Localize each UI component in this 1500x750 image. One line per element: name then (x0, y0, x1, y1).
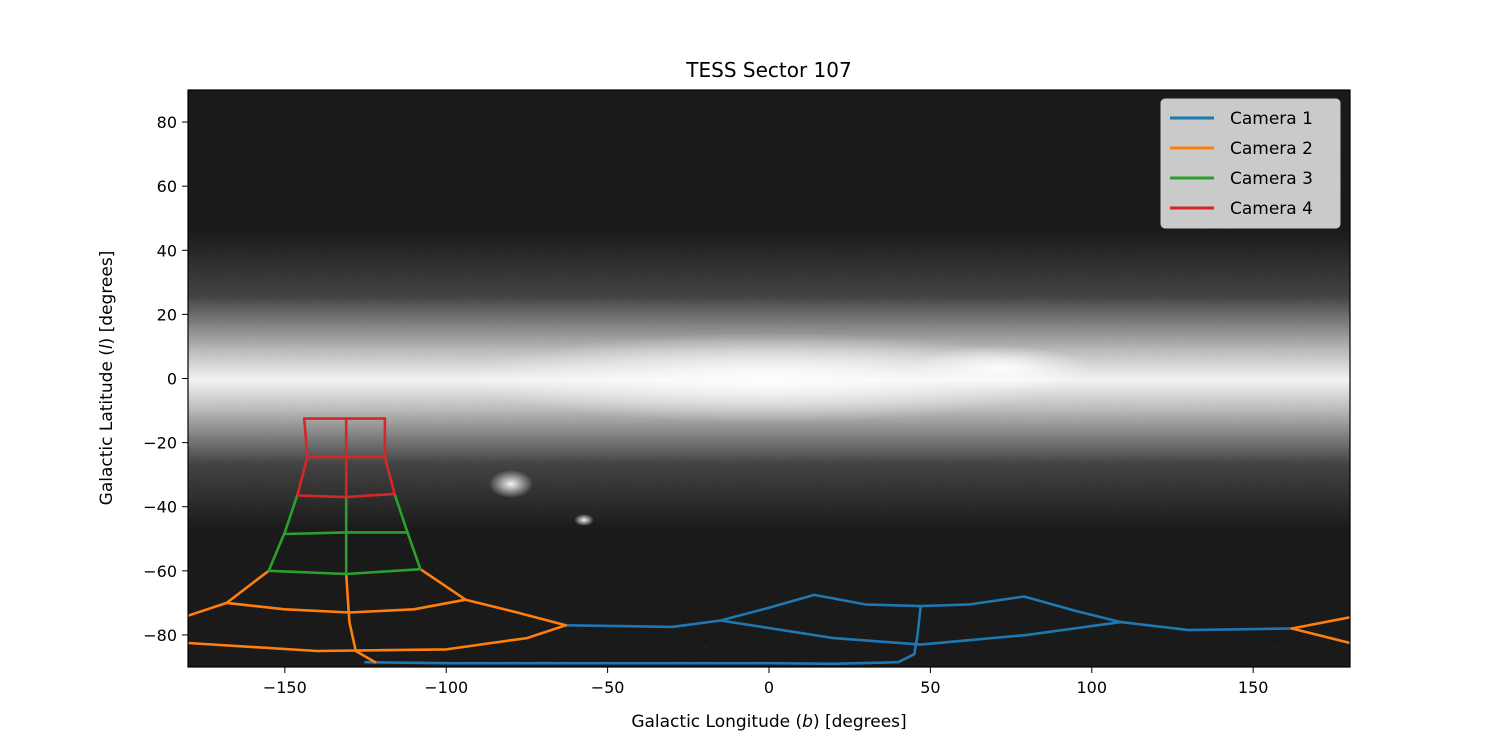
legend-label: Camera 2 (1230, 139, 1313, 159)
x-tick-label: 0 (764, 678, 774, 697)
y-tick-label: −60 (143, 562, 177, 581)
series-line (188, 598, 467, 618)
y-tick-label: 0 (167, 370, 177, 389)
y-tick-label: 80 (157, 113, 177, 132)
legend-box (1160, 98, 1341, 229)
series-line (564, 593, 1123, 629)
legend: Camera 1 Camera 2 Camera 3 Camera 4 (1160, 98, 1341, 229)
series-line (267, 492, 300, 573)
series-2 (188, 567, 1350, 664)
y-tick-label: −40 (143, 498, 177, 517)
y-tick-label: 20 (157, 305, 177, 324)
series-line (344, 572, 377, 664)
series-line (364, 660, 835, 666)
series-line (1290, 615, 1350, 630)
series-line (1119, 620, 1294, 632)
y-axis-label: Galactic Latitude (l) [degrees] (97, 251, 117, 506)
y-tick-label: −80 (143, 626, 177, 645)
legend-label: Camera 4 (1230, 199, 1313, 219)
chart-title: TESS Sector 107 (685, 58, 851, 82)
x-tick-label: −150 (263, 678, 307, 697)
series-3 (267, 492, 422, 576)
series-layer (188, 417, 1350, 666)
series-line (832, 604, 923, 666)
series-4 (296, 417, 396, 499)
legend-label: Camera 1 (1230, 109, 1313, 129)
x-tick-label: −100 (424, 678, 468, 697)
legend-label: Camera 3 (1230, 169, 1313, 189)
series-line (719, 619, 1123, 646)
x-axis-label: Galactic Longitude (b) [degrees] (631, 712, 906, 732)
series-line (1290, 627, 1350, 645)
x-tick-label: 150 (1238, 678, 1269, 697)
series-1 (364, 593, 1294, 666)
x-tick-label: 50 (920, 678, 940, 697)
y-tick-label: −20 (143, 434, 177, 453)
y-axis: −80 −60 −40 −20 0 20 40 60 80 (143, 113, 188, 645)
x-axis: −150 −100 −50 0 50 100 150 (263, 667, 1269, 697)
sky-map-background (188, 90, 1350, 667)
y-tick-label: 40 (157, 241, 177, 260)
series-line (188, 623, 568, 653)
y-tick-label: 60 (157, 177, 177, 196)
x-tick-label: 100 (1077, 678, 1108, 697)
x-tick-label: −50 (591, 678, 625, 697)
series-line (225, 569, 271, 605)
series-line (419, 567, 467, 602)
legend-items: Camera 1 Camera 2 Camera 3 Camera 4 (1170, 109, 1313, 219)
series-line (464, 598, 568, 627)
